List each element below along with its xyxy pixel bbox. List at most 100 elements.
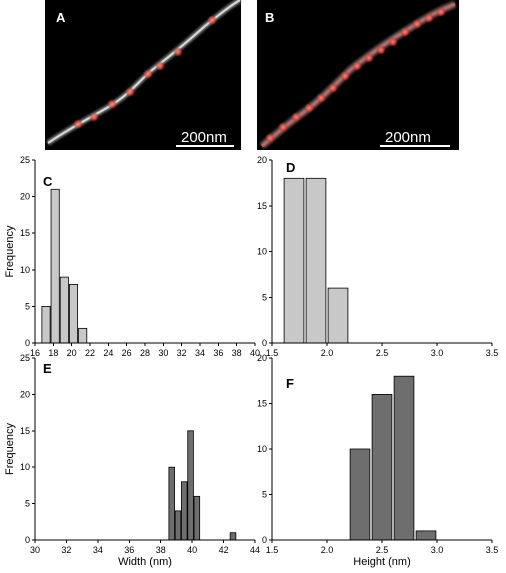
x-tick-label: 38 [156, 545, 166, 555]
x-tick-label: 34 [93, 545, 103, 555]
x-tick-label: 2.0 [321, 545, 334, 555]
red-dot [388, 37, 398, 47]
histogram-bar [174, 510, 182, 541]
y-tick-label: 20 [257, 155, 267, 165]
y-tick-label: 10 [20, 265, 30, 275]
histogram-bar [68, 284, 79, 344]
x-tick-label: 30 [30, 545, 40, 555]
y-tick-label: 5 [25, 301, 30, 311]
histogram-bar [229, 532, 237, 541]
histogram-bar [181, 481, 188, 541]
y-tick-label: 5 [262, 292, 267, 302]
red-dot [107, 99, 117, 109]
x-tick-label: 44 [250, 545, 260, 555]
micrograph-b: B 200nm [257, 0, 459, 150]
y-tick-label: 20 [20, 389, 30, 399]
histogram-bar [50, 188, 60, 344]
histogram-bar [415, 530, 437, 541]
x-tick-label: 3.0 [431, 348, 444, 358]
red-dot [143, 69, 153, 79]
y-tick-label: 15 [20, 426, 30, 436]
histogram-bar [193, 495, 201, 541]
x-tick-label: 36 [213, 348, 223, 358]
x-tick-label: 1.5 [266, 545, 279, 555]
red-dot [436, 7, 446, 17]
x-tick-label: 36 [124, 545, 134, 555]
x-tick-label: 26 [122, 348, 132, 358]
histogram-bar [283, 177, 305, 344]
histogram-bar [327, 287, 349, 344]
histogram-bar [187, 430, 194, 541]
panel-letter: F [286, 376, 294, 391]
panel-letter: C [43, 174, 53, 189]
histogram-bar [78, 327, 88, 344]
x-tick-label: 40 [250, 348, 260, 358]
y-tick-label: 25 [20, 353, 30, 363]
red-dot [89, 112, 99, 122]
x-tick-label: 2.5 [376, 348, 389, 358]
y-tick-label: 15 [257, 399, 267, 409]
histogram-bar [393, 375, 415, 541]
x-axis-label: Height (nm) [353, 556, 410, 568]
red-dot [424, 13, 434, 23]
red-dot [304, 103, 314, 113]
image-a-label: A [56, 10, 66, 25]
x-tick-label: 24 [103, 348, 113, 358]
x-tick-label: 2.5 [376, 545, 389, 555]
panel-letter: E [43, 361, 52, 376]
y-tick-label: 0 [25, 535, 30, 545]
red-dot [400, 27, 410, 37]
y-tick-label: 10 [257, 247, 267, 257]
scale-text-a: 200nm [181, 129, 227, 146]
y-tick-label: 0 [262, 535, 267, 545]
red-dot [278, 122, 288, 132]
y-tick-label: 10 [257, 444, 267, 454]
red-dot [265, 133, 275, 143]
y-tick-label: 0 [262, 338, 267, 348]
red-dot [73, 119, 83, 129]
x-tick-label: 32 [61, 545, 71, 555]
histogram-bar [349, 448, 371, 541]
y-tick-label: 20 [20, 192, 30, 202]
red-dot [125, 87, 135, 97]
histogram-bar [371, 393, 393, 541]
x-tick-label: 1.5 [266, 348, 279, 358]
y-tick-label: 5 [25, 499, 30, 509]
y-tick-label: 25 [20, 155, 30, 165]
y-axis-label: Frequency [4, 225, 16, 277]
histogram-f: 1.5 2.0 2.5 3.0 3.5 0 5 10 15 20 F Height (nm) [257, 353, 498, 568]
scale-text-b: 200nm [385, 129, 431, 146]
micrograph-a: A 200nm [45, 0, 242, 150]
y-tick-label: 10 [20, 462, 30, 472]
y-tick-label: 20 [257, 353, 267, 363]
red-dot [155, 61, 165, 71]
x-tick-label: 32 [177, 348, 187, 358]
y-tick-label: 5 [262, 490, 267, 500]
red-dot [376, 45, 386, 55]
x-tick-label: 28 [140, 348, 150, 358]
red-dot [291, 112, 301, 122]
histogram-d: 1.5 2.0 2.5 3.0 3.5 0 5 10 15 20 D [257, 155, 498, 358]
x-tick-label: 16 [30, 348, 40, 358]
red-dot [173, 47, 183, 57]
x-tick-label: 38 [232, 348, 242, 358]
histogram-c: 16 18 20 22 24 26 28 30 32 34 36 38 40 0 5 10 15 20 25 C Fre… [4, 155, 260, 358]
x-tick-label: 2.0 [321, 348, 334, 358]
x-tick-label: 22 [85, 348, 95, 358]
red-dot [316, 93, 326, 103]
y-tick-label: 15 [257, 201, 267, 211]
red-dot [340, 71, 350, 81]
histogram-bar [59, 276, 69, 344]
x-tick-label: 18 [48, 348, 58, 358]
red-dot [207, 15, 217, 25]
image-b-label: B [265, 10, 274, 25]
histogram-bar [41, 305, 51, 344]
red-dot [352, 61, 362, 71]
x-tick-label: 3.0 [431, 545, 444, 555]
red-dot [328, 83, 338, 93]
x-tick-label: 20 [67, 348, 77, 358]
y-tick-label: 15 [20, 228, 30, 238]
histogram-bar [305, 177, 327, 344]
red-dot [364, 53, 374, 63]
